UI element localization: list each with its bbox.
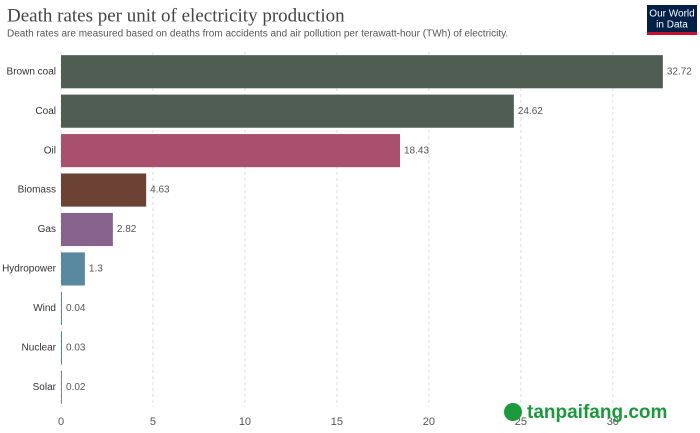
value-label: 0.04 bbox=[66, 303, 86, 314]
logo-text: Our World bbox=[649, 9, 694, 20]
value-label: 18.43 bbox=[404, 145, 429, 156]
bar bbox=[61, 291, 62, 325]
y-tick-label: Oil bbox=[44, 145, 56, 156]
y-tick-label: Nuclear bbox=[22, 342, 57, 353]
value-label: 2.82 bbox=[117, 224, 137, 235]
bar bbox=[61, 55, 663, 89]
value-label: 4.63 bbox=[150, 185, 170, 196]
logo-stripe bbox=[647, 32, 697, 35]
logo-text: in Data bbox=[656, 20, 688, 31]
y-tick-label: Coal bbox=[35, 106, 56, 117]
x-tick-label: 0 bbox=[58, 416, 64, 428]
x-tick-label: 15 bbox=[331, 416, 343, 428]
chart-title: Death rates per unit of electricity prod… bbox=[7, 5, 345, 26]
bar bbox=[61, 173, 147, 207]
y-tick-label: Biomass bbox=[18, 185, 56, 196]
bar bbox=[61, 252, 85, 286]
y-tick-label: Solar bbox=[33, 382, 57, 393]
y-tick-label: Wind bbox=[33, 303, 56, 314]
bar bbox=[61, 370, 62, 404]
y-tick-label: Gas bbox=[38, 224, 56, 235]
bar bbox=[61, 134, 401, 168]
value-label: 32.72 bbox=[667, 66, 692, 77]
value-label: 0.03 bbox=[66, 342, 86, 353]
x-tick-label: 20 bbox=[423, 416, 435, 428]
y-tick-label: Hydropower bbox=[2, 264, 57, 275]
bar bbox=[61, 212, 113, 247]
bar bbox=[61, 331, 62, 365]
logo-box bbox=[647, 5, 697, 35]
watermark-icon bbox=[504, 403, 522, 421]
y-tick-label: Brown coal bbox=[7, 66, 56, 77]
x-tick-label: 10 bbox=[239, 416, 251, 428]
value-label: 1.3 bbox=[89, 264, 103, 275]
value-label: 0.02 bbox=[66, 382, 86, 393]
x-tick-label: 30 bbox=[607, 416, 619, 428]
value-label: 24.62 bbox=[518, 106, 543, 117]
watermark: tanpaifang.com bbox=[527, 402, 667, 423]
bar bbox=[61, 94, 514, 128]
chart-subtitle: Death rates are measured based on deaths… bbox=[7, 29, 508, 40]
x-tick-label: 5 bbox=[150, 416, 156, 428]
